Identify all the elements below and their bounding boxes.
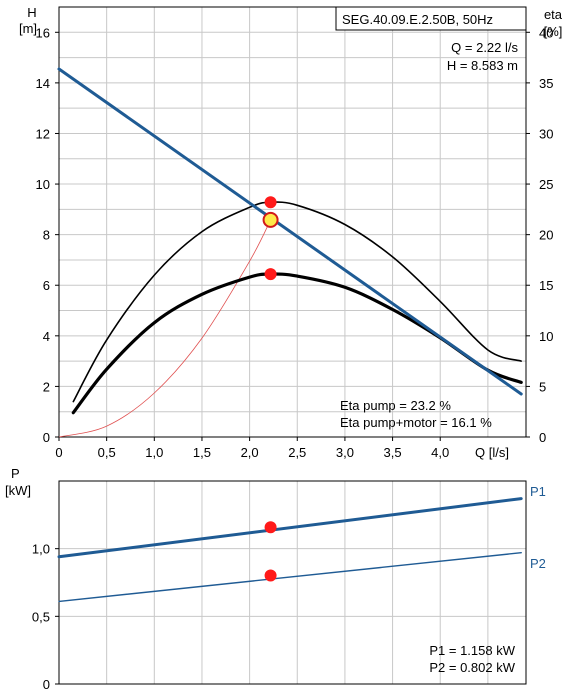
p-tick-label: 0: [43, 677, 50, 692]
eta-pump-readout: Eta pump = 23.2 %: [340, 398, 451, 413]
y-axis-label-h-unit: [m]: [19, 21, 37, 36]
pump-head-curve: [57, 67, 523, 396]
top-points: [262, 196, 279, 281]
y2-tick-label: 25: [539, 177, 553, 192]
q-readout: Q = 2.22 l/s: [451, 40, 518, 55]
p-tick-labels: 0 0,5 1,0: [32, 542, 59, 692]
legend-p1: P1: [530, 484, 546, 499]
bottom-curves: [57, 497, 523, 603]
x-tick-label: 3,0: [336, 445, 354, 460]
y2-tick-label: 30: [539, 126, 553, 141]
p-axis-label-unit: [kW]: [5, 483, 31, 498]
p1-readout: P1 = 1.158 kW: [429, 643, 515, 658]
y2-tick-label: 20: [539, 228, 553, 243]
p2-readout: P2 = 0.802 kW: [429, 660, 515, 675]
eta-pump-curve: [72, 201, 522, 403]
x-tick-label: 3,5: [384, 445, 402, 460]
y-axis-label-h: H: [27, 5, 36, 20]
y2-tick-labels: 0 5 10 15 20 25 30 35 40: [526, 25, 553, 445]
p1-curve: [57, 497, 523, 559]
eta-pump-point-marker: [264, 196, 277, 209]
h-readout: H = 8.583 m: [447, 58, 518, 73]
y2-tick-label: 10: [539, 329, 553, 344]
y-tick-label: 2: [43, 379, 50, 394]
bottom-grid: [59, 481, 526, 684]
x-axis-label: Q [l/s]: [475, 445, 509, 460]
x-tick-label: 4,0: [431, 445, 449, 460]
p2-curve: [58, 552, 522, 603]
bottom-plot-frame: [58, 480, 527, 685]
y2-tick-label: 40: [539, 25, 553, 40]
y-tick-label: 10: [36, 177, 50, 192]
p2-point-marker: [264, 569, 277, 582]
y-tick-labels: 0 2 4 6 8 10 12 14 16: [36, 25, 59, 445]
bottom-points: [264, 521, 277, 582]
eta-total-readout: Eta pump+motor = 16.1 %: [340, 415, 492, 430]
y-tick-label: 8: [43, 228, 50, 243]
y2-tick-label: 15: [539, 278, 553, 293]
y-tick-label: 6: [43, 278, 50, 293]
y-tick-label: 12: [36, 126, 50, 141]
title-box: [335, 6, 527, 31]
p-tick-label: 1,0: [32, 542, 50, 557]
top-plot-frame: [58, 6, 527, 438]
y2-tick-label: 35: [539, 76, 553, 91]
y2-tick-label: 0: [539, 430, 546, 445]
x-tick-label: 0,5: [98, 445, 116, 460]
y2-axis-label-eta-unit: [%]: [544, 24, 563, 39]
p1-point-marker: [264, 521, 277, 534]
x-tick-label: 2,5: [288, 445, 306, 460]
y-tick-label: 4: [43, 329, 50, 344]
p-axis-label: P: [11, 466, 20, 481]
duty-point-marker: [262, 211, 279, 228]
x-tick-label: 1,0: [145, 445, 163, 460]
x-tick-labels: 0 0,5 1,0 1,5 2,0 2,5 3,0 3,5 4,0: [55, 437, 449, 460]
p-tick-label: 0,5: [32, 609, 50, 624]
top-curves: [57, 67, 523, 438]
x-tick-label: 1,5: [193, 445, 211, 460]
legend-p2: P2: [530, 556, 546, 571]
y2-tick-label: 5: [539, 379, 546, 394]
system-curve: [58, 219, 271, 438]
y-tick-label: 16: [36, 25, 50, 40]
x-tick-label: 0: [55, 445, 62, 460]
y-tick-label: 14: [36, 76, 50, 91]
chart-title: SEG.40.09.E.2.50B, 50Hz: [342, 12, 493, 27]
eta-total-point-marker: [264, 268, 277, 281]
y2-axis-label-eta: eta: [544, 7, 563, 22]
x-tick-label: 2,0: [241, 445, 259, 460]
y-tick-label: 0: [43, 430, 50, 445]
